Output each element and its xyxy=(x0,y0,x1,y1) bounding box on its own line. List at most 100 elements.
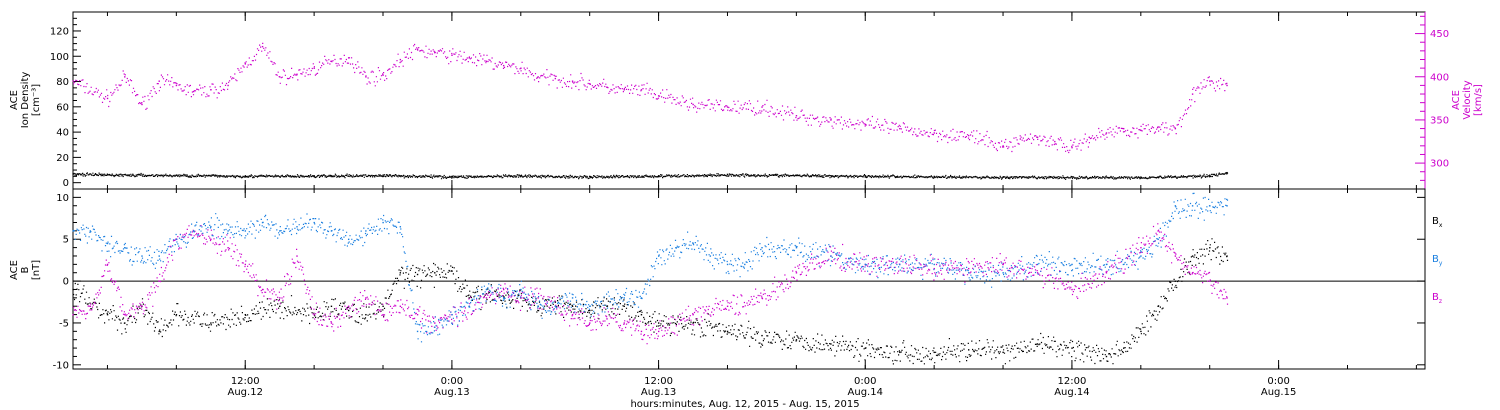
density-series-point xyxy=(1002,176,1004,178)
b-series-bx-point xyxy=(1226,255,1228,257)
b-series-bx-point xyxy=(1157,305,1159,308)
b-series-bx-point xyxy=(330,305,333,308)
velocity-series-point xyxy=(830,119,832,121)
x-axis-title: hours:minutes, Aug. 12, 2015 - Aug. 15, … xyxy=(630,399,859,410)
b-series-by-point xyxy=(210,226,212,228)
b-series-bz-point xyxy=(296,255,298,257)
velocity-series-point xyxy=(761,106,763,108)
b-series-bz-point xyxy=(1226,297,1228,299)
b-series-by-point xyxy=(124,247,126,249)
b-series-bz-point xyxy=(106,263,109,266)
b-series-by-point xyxy=(967,272,970,274)
x-tick-time: 0:00 xyxy=(441,376,463,387)
b-series-bx-point xyxy=(761,334,763,337)
b-series-bx-point xyxy=(1002,351,1004,354)
b-series-bx-point xyxy=(589,309,591,312)
b-series-by-point xyxy=(468,305,470,308)
b-series-bz-point xyxy=(1209,280,1211,282)
density-series-point xyxy=(589,175,591,178)
b-series-by-point xyxy=(1209,205,1211,207)
b-series-bz-point xyxy=(589,322,591,324)
b-series-bx-point xyxy=(210,322,212,324)
b-series-bx-point xyxy=(864,347,867,349)
velocity-series-point xyxy=(606,86,608,88)
b-series-by-point xyxy=(675,247,677,249)
magnetic-field-panel: -10 -5 0 5 10 ACE B [nT] Bx By Bz xyxy=(9,188,1443,371)
b-series-bx xyxy=(72,238,1229,365)
b-series-bz-point xyxy=(72,313,74,316)
velocity-series-point xyxy=(1122,127,1125,130)
velocity-series-point xyxy=(210,89,212,91)
x-tick-time: 12:00 xyxy=(231,376,260,387)
b-series-by-point xyxy=(227,230,229,232)
b-series-bz-point xyxy=(502,288,505,291)
b-series-by-point xyxy=(365,230,367,232)
velocity-series-point xyxy=(1209,80,1211,82)
velocity-series-point xyxy=(657,95,660,97)
b-series-by-point xyxy=(899,263,901,266)
velocity-series-point xyxy=(640,89,643,91)
velocity-series-point xyxy=(795,115,798,117)
b-axis-ticks: -10 -5 0 5 10 xyxy=(53,193,1425,371)
b-series-bx-point xyxy=(1036,343,1039,345)
velocity-axis-title-line: [km/s] xyxy=(1473,84,1484,116)
b-series-bz-point xyxy=(1157,230,1159,232)
velocity-series-point xyxy=(1174,127,1177,130)
b-series-bz-point xyxy=(1036,272,1039,274)
density-series-point xyxy=(1140,176,1142,178)
b-series-by-point xyxy=(382,221,384,224)
velocity-series-point xyxy=(571,80,574,82)
b-series-by-point xyxy=(89,230,92,232)
x-tick-time: 12:00 xyxy=(644,376,673,387)
b-series-bz-point xyxy=(399,305,402,308)
velocity-series-point xyxy=(1019,138,1022,140)
b-tick-label: -5 xyxy=(59,318,69,329)
density-series-point xyxy=(451,175,453,178)
b-series-by-points xyxy=(73,192,1229,343)
b-series-bz-point xyxy=(141,305,143,308)
panel2-frame xyxy=(72,188,1426,370)
b-series-by-point xyxy=(192,230,195,232)
b-series-by-point xyxy=(933,263,935,266)
b-series-by-point xyxy=(726,263,729,266)
b-series-bx-point xyxy=(1105,355,1108,358)
b-series-bz-point xyxy=(1191,272,1194,274)
density-series-point xyxy=(106,173,109,176)
b-series-bx-point xyxy=(933,351,935,354)
b-series-bx-point xyxy=(899,351,901,354)
velocity-series-point xyxy=(279,76,281,78)
b-series-bx-point xyxy=(382,305,384,308)
b-series-by-point xyxy=(279,230,281,232)
density-series-point xyxy=(382,174,384,176)
velocity-axis-title-line: ACE xyxy=(1451,90,1462,110)
b-series-bx-point xyxy=(1140,330,1142,333)
b-tick-label: -10 xyxy=(53,360,69,371)
density-series-point xyxy=(1209,174,1211,176)
density-series-points xyxy=(73,172,1229,180)
b-series-bx-point xyxy=(347,309,350,312)
velocity-series-point xyxy=(692,103,694,106)
ion-density-axis-title-line: [cm⁻³] xyxy=(31,84,42,116)
b-series-bx-point xyxy=(1071,347,1073,349)
b-series-by-point xyxy=(72,230,74,232)
b-series-bz-point xyxy=(210,238,212,241)
left-tick-label: 20 xyxy=(56,153,69,164)
velocity-series-point xyxy=(1140,129,1142,132)
b-series-by-point xyxy=(313,221,315,224)
velocity-series-point xyxy=(933,132,935,134)
b-series-bx-point xyxy=(72,288,74,291)
velocity-series-point xyxy=(485,60,488,63)
density-series-point xyxy=(175,174,178,176)
b-series-by-point xyxy=(795,247,798,249)
x-tick-date: Aug.13 xyxy=(641,387,676,398)
velocity-series-point xyxy=(468,57,470,59)
b-series-by-point xyxy=(296,226,298,228)
b-series-bz-point xyxy=(416,313,419,316)
b-series-bz-point xyxy=(330,322,333,324)
b-series-bx-point xyxy=(365,313,367,316)
velocity-series-point xyxy=(1191,93,1194,95)
density-series-point xyxy=(726,173,729,176)
b-series-by-point xyxy=(399,226,402,228)
velocity-series-point xyxy=(313,67,315,69)
left-tick-label: 80 xyxy=(56,77,69,88)
